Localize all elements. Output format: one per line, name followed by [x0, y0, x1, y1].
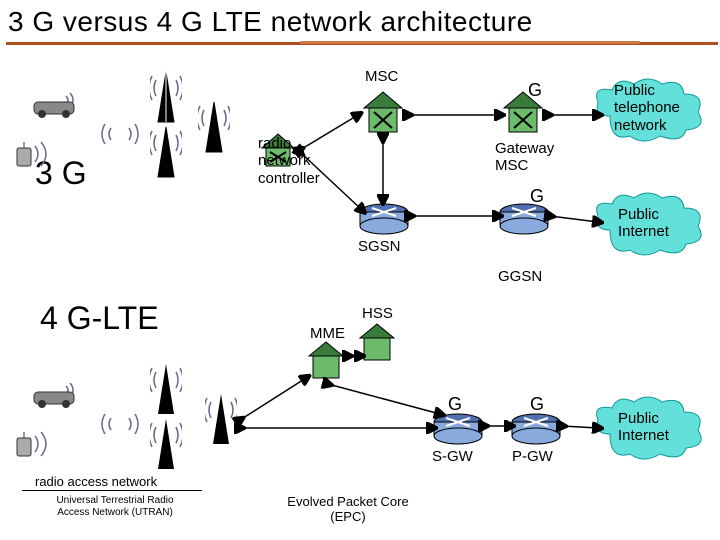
epc-label: Evolved Packet Core(EPC): [268, 495, 428, 525]
msc-label: MSC: [365, 68, 398, 85]
sgsn-icon: [358, 200, 410, 241]
gmsc-g-label: G: [528, 80, 542, 101]
rnc-label: radionetworkcontroller: [258, 135, 320, 187]
msc-icon: [360, 88, 406, 141]
pgw-g-label: G: [530, 394, 544, 415]
mme-icon: [305, 338, 347, 387]
ran-label: radio access network: [35, 475, 157, 490]
title-underline-accent: [300, 41, 640, 44]
signal-icon: [95, 120, 145, 155]
signal-icon: [95, 410, 145, 445]
pgw-icon: [510, 410, 562, 451]
internet-4g-label: PublicInternet: [618, 410, 669, 445]
handset-icon: [15, 140, 61, 173]
tower-icon: [205, 392, 237, 451]
tower-icon: [198, 100, 230, 159]
divider: [22, 490, 202, 491]
ggsn-label: GGSN: [498, 268, 542, 285]
tower-icon: [150, 362, 182, 421]
tower-icon: [150, 125, 182, 184]
tower-icon: [150, 70, 182, 129]
handset-icon: [15, 430, 61, 463]
car-icon: [30, 90, 90, 125]
pgw-label: P-GW: [512, 448, 553, 465]
car-icon: [30, 380, 90, 415]
sgw-icon: [432, 410, 484, 451]
page-title: 3 G versus 4 G LTE network architecture: [8, 6, 533, 38]
sgw-label: S-GW: [432, 448, 473, 465]
hss-icon: [356, 320, 398, 369]
ggsn-g-label: G: [530, 186, 544, 207]
internet-3g-label: PublicInternet: [618, 206, 669, 241]
sgw-g-label: G: [448, 394, 462, 415]
tower-icon: [150, 417, 182, 476]
sgsn-label: SGSN: [358, 238, 401, 255]
utran-label: Universal Terrestrial RadioAccess Networ…: [40, 495, 190, 518]
gmsc-label: GatewayMSC: [495, 140, 554, 175]
pstn-label: Publictelephonenetwork: [614, 82, 680, 134]
section-4g-label: 4 G-LTE: [40, 300, 159, 337]
